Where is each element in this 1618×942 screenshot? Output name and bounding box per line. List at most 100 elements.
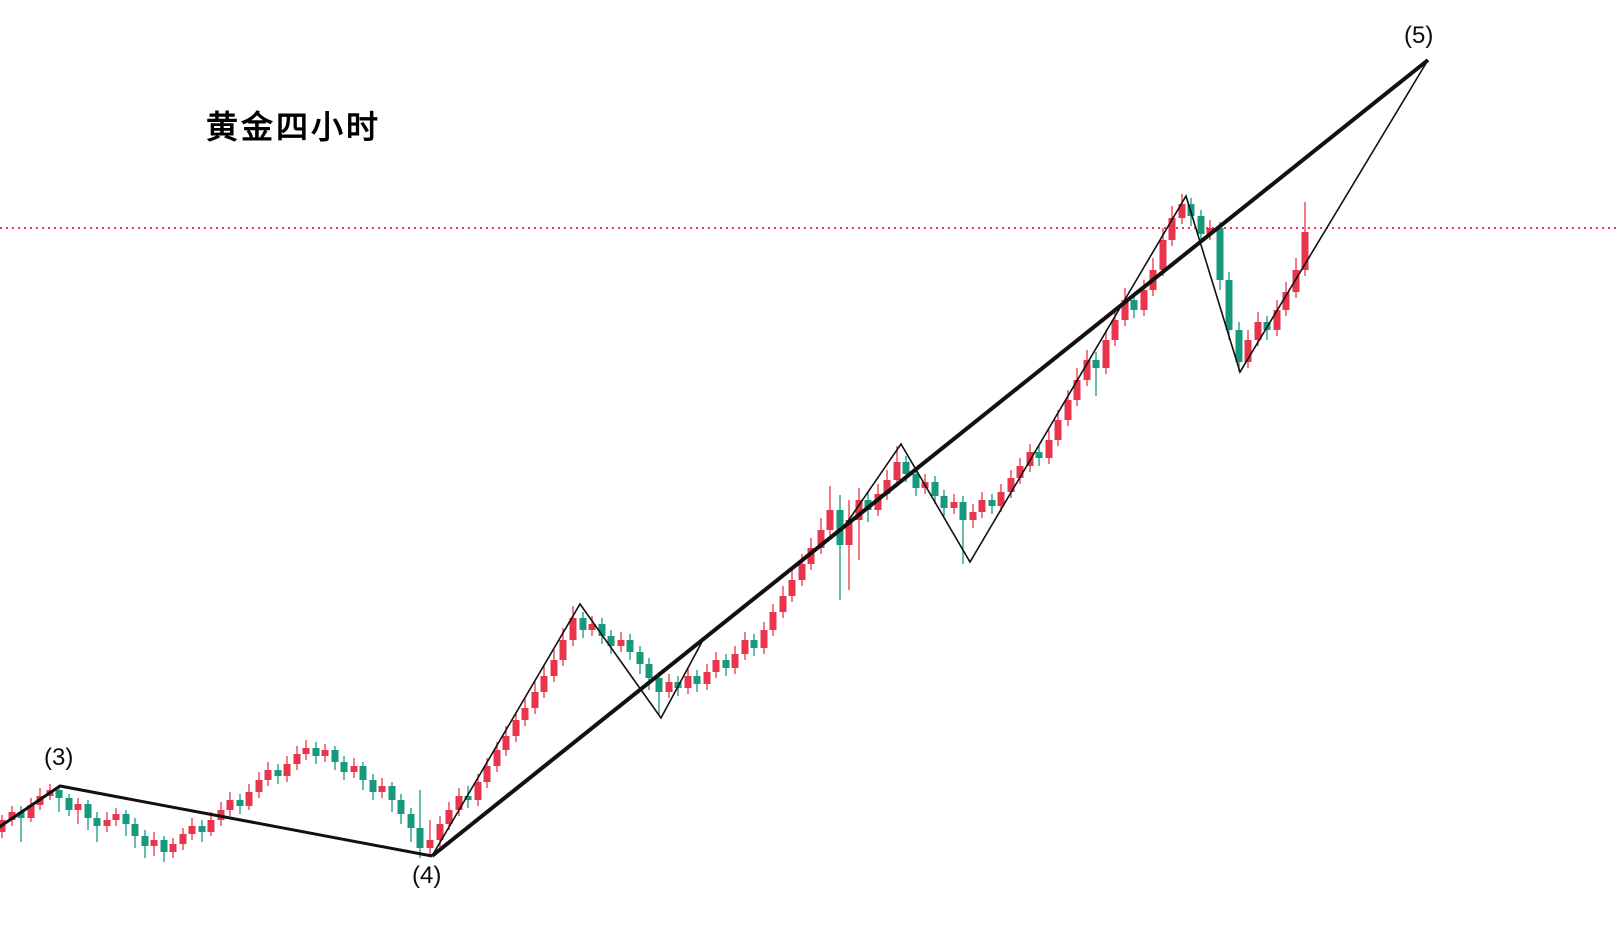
candle-body [207, 820, 215, 832]
candle-body [769, 612, 777, 630]
candle-body [559, 640, 567, 660]
candle-body [474, 782, 482, 800]
candle-body [540, 676, 548, 692]
candle-body [1102, 340, 1110, 368]
candle-body [188, 826, 196, 834]
candle-body [27, 805, 35, 818]
candle-body [131, 824, 139, 836]
candle-body [274, 770, 282, 776]
candles [0, 194, 1309, 862]
candle-body [607, 636, 615, 646]
wave-label-w3: (3) [44, 744, 74, 771]
candle-body [1235, 330, 1243, 362]
candle-body [750, 640, 758, 648]
candle-body [141, 836, 149, 846]
candle-body [978, 500, 986, 512]
candle-body [1121, 300, 1129, 320]
candle-body [17, 812, 25, 818]
candle-body [665, 682, 673, 692]
candle-body [426, 840, 434, 848]
candle-body [579, 618, 587, 630]
chart-title: 黄金四小时 [206, 109, 382, 145]
candle-body [502, 736, 510, 750]
candle-body [950, 502, 958, 508]
candle-body [283, 764, 291, 776]
candle-body [236, 800, 244, 806]
candle-body [160, 840, 168, 852]
candle-body [779, 596, 787, 612]
candle-body [388, 786, 396, 800]
candle-body [617, 640, 625, 646]
candle-body [112, 814, 120, 820]
candle-body [226, 800, 234, 810]
candle-body [760, 630, 768, 648]
candle-body [416, 828, 424, 848]
candle-body [845, 520, 853, 545]
candle-body [312, 748, 320, 756]
candle-body [741, 640, 749, 654]
candle-body [645, 664, 653, 678]
candle-body [1168, 218, 1176, 240]
candle-body [1273, 310, 1281, 330]
candle-body [198, 826, 206, 832]
candle-body [264, 770, 272, 780]
candle-body [521, 708, 529, 720]
candle-body [483, 766, 491, 782]
candle-body [1159, 240, 1167, 270]
candle-body [1035, 452, 1043, 458]
candle-body [1216, 228, 1224, 280]
candle-body [1045, 440, 1053, 458]
candle-body [531, 692, 539, 708]
candle-body [397, 800, 405, 814]
candle-body [74, 804, 82, 810]
wave-3-approach-line [0, 784, 433, 858]
candle-body [340, 762, 348, 772]
candle-body [626, 640, 634, 652]
trendlines [0, 58, 1430, 858]
candle-body [436, 824, 444, 840]
candle-body [1282, 292, 1290, 310]
candle-body [931, 482, 939, 496]
candle-body [1016, 466, 1024, 478]
candle-body [84, 804, 92, 818]
candle-body [350, 766, 358, 772]
candle-body [817, 530, 825, 548]
candle-body [1054, 420, 1062, 440]
candle-body [940, 496, 948, 508]
candle-body [65, 798, 73, 810]
candle-body [321, 750, 329, 756]
candle-body [988, 500, 996, 506]
candle-body [1292, 270, 1300, 292]
candle-body [293, 754, 301, 764]
wave-label-w5: (5) [1404, 22, 1434, 49]
candle-body [1206, 228, 1214, 234]
candle-body [512, 720, 520, 736]
candle-body [1083, 360, 1091, 380]
wave-4-5-main-trendline [430, 58, 1430, 858]
candle-body [588, 624, 596, 630]
candle-body [150, 840, 158, 846]
candle-body [912, 474, 920, 488]
candle-body [969, 512, 977, 520]
candle-body [1178, 204, 1186, 218]
candle-body [883, 480, 891, 494]
candle-body [826, 510, 834, 530]
candle-body [636, 652, 644, 664]
candle-body [455, 796, 463, 810]
candle-body [1130, 300, 1138, 310]
sub-wave-zigzag-2 [845, 59, 1429, 564]
candle-body [1301, 232, 1309, 270]
candle-body [855, 500, 863, 520]
candle-body [1064, 400, 1072, 420]
candle-body [1244, 340, 1252, 362]
candle-body [703, 672, 711, 684]
candle-body [997, 492, 1005, 506]
candle-body [1111, 320, 1119, 340]
candle-body [893, 462, 901, 480]
candle-body [807, 548, 815, 564]
candle-body [1092, 360, 1100, 368]
candle-body [464, 796, 472, 800]
sub-wave-zigzag-1 [431, 602, 704, 857]
candle-body [1225, 280, 1233, 330]
